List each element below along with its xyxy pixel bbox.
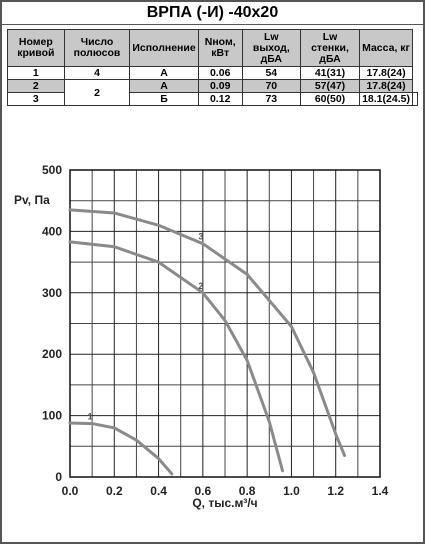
y-axis-label: Pv, Па: [14, 193, 50, 207]
spec-table: Номер кривой Число полюсов Исполнение Nном,…: [7, 29, 419, 106]
cell: 17.8(24): [359, 66, 413, 80]
header: Масса, кг: [359, 29, 413, 67]
cell: 18.1(24.5): [359, 92, 413, 106]
y-tick-label: 500: [42, 163, 62, 177]
x-tick-label: 1.4: [372, 484, 389, 498]
x-tick-label: 0.4: [150, 484, 167, 498]
cell: 73: [241, 92, 301, 106]
y-tick-label: 400: [42, 224, 62, 238]
x-tick-label: 0.0: [62, 484, 79, 498]
title: ВРПА (-И) -40х20: [2, 2, 423, 25]
cell: 54: [241, 66, 301, 80]
curve: [68, 208, 347, 458]
curve-label: 3: [198, 232, 203, 242]
header: Lw выход, дБА: [241, 29, 301, 67]
x-tick-label: 0.6: [195, 484, 212, 498]
curve-label: 1: [88, 412, 93, 422]
cell: 0.09: [197, 79, 243, 93]
x-tick-label: 1.0: [283, 484, 300, 498]
cell: А: [129, 66, 199, 80]
cell: [411, 92, 419, 106]
cell: 1: [7, 66, 65, 80]
cell: 3: [7, 92, 65, 106]
y-tick-label: 100: [42, 409, 62, 423]
header: Исполнение: [129, 29, 199, 67]
header: Nном, кВт: [197, 29, 243, 67]
x-tick-label: 0.8: [239, 484, 256, 498]
cell: 2: [63, 79, 131, 106]
y-tick-label: 200: [42, 347, 62, 361]
cell: 0.12: [197, 92, 243, 106]
cell: 17.8(24): [359, 79, 413, 93]
y-tick-label: 300: [42, 286, 62, 300]
x-tick-label: 1.2: [327, 484, 344, 498]
cell: 4: [63, 66, 131, 80]
curve-label: 2: [198, 281, 203, 291]
header: Число полюсов: [63, 29, 131, 67]
cell: 60(50): [299, 92, 361, 106]
cell: 70: [241, 79, 301, 93]
header: Lw стенки, дБА: [299, 29, 361, 67]
curve: [68, 240, 285, 473]
header: Номер кривой: [7, 29, 65, 67]
chart: Pv, Па Q, тыс.м³/ч 0.0 0.2 0.4 0.6 0.8 1.0 1.2…: [14, 163, 389, 510]
y-tick-label: 0: [55, 470, 62, 484]
cell: 57(47): [299, 79, 361, 93]
curve: [68, 421, 174, 476]
cell: 2: [7, 79, 65, 93]
cell: Б: [129, 92, 199, 106]
x-tick-label: 0.2: [106, 484, 123, 498]
x-axis-label: Q, тыс.м³/ч: [192, 496, 257, 510]
cell: 41(31): [299, 66, 361, 80]
cell: А: [129, 79, 199, 93]
cell: 0.06: [197, 66, 243, 80]
plot-frame: [69, 169, 381, 478]
